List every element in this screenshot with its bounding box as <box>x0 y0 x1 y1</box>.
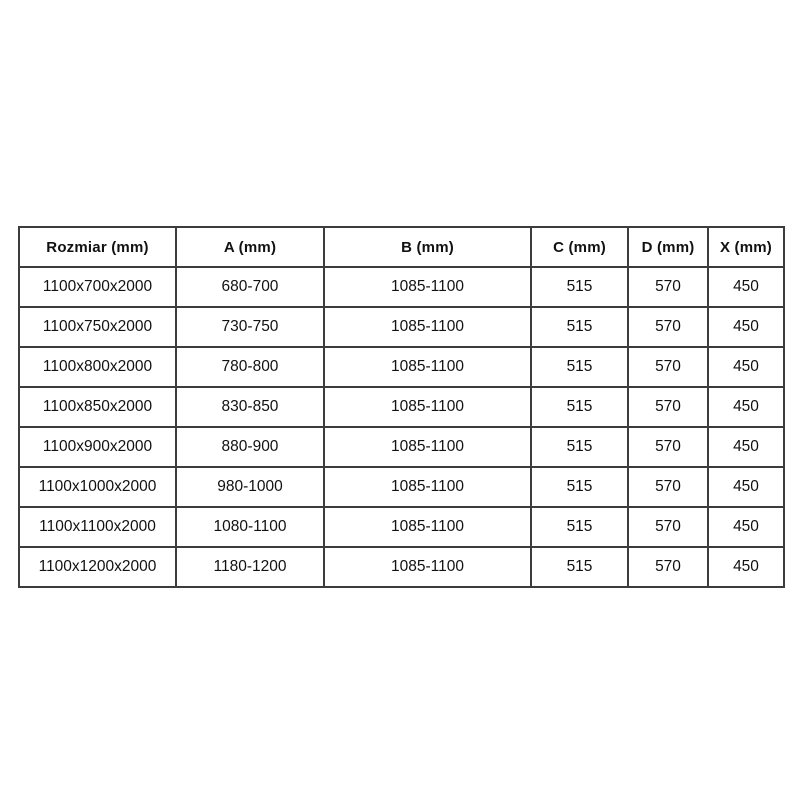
cell-a: 730-750 <box>175 306 325 348</box>
cell-rozmiar: 1100x750x2000 <box>18 306 177 348</box>
cell-b: 1085-1100 <box>323 546 532 588</box>
cell-c: 515 <box>530 306 629 348</box>
cell-x: 450 <box>707 306 785 348</box>
table-row: 1100x700x2000 680-700 1085-1100 515 570 … <box>18 266 785 308</box>
cell-b: 1085-1100 <box>323 346 532 388</box>
cell-d: 570 <box>627 266 709 308</box>
table-row: 1100x900x2000 880-900 1085-1100 515 570 … <box>18 426 785 468</box>
cell-x: 450 <box>707 426 785 468</box>
cell-rozmiar: 1100x1100x2000 <box>18 506 177 548</box>
table-row: 1100x800x2000 780-800 1085-1100 515 570 … <box>18 346 785 388</box>
cell-c: 515 <box>530 386 629 428</box>
cell-x: 450 <box>707 346 785 388</box>
cell-d: 570 <box>627 506 709 548</box>
cell-x: 450 <box>707 546 785 588</box>
cell-b: 1085-1100 <box>323 466 532 508</box>
table-row: 1100x1200x2000 1180-1200 1085-1100 515 5… <box>18 546 785 588</box>
table-header: Rozmiar (mm) A (mm) B (mm) C (mm) D (mm)… <box>18 226 785 268</box>
cell-c: 515 <box>530 466 629 508</box>
cell-c: 515 <box>530 426 629 468</box>
cell-c: 515 <box>530 546 629 588</box>
cell-x: 450 <box>707 266 785 308</box>
column-header-rozmiar: Rozmiar (mm) <box>18 226 177 268</box>
cell-a: 680-700 <box>175 266 325 308</box>
column-header-x: X (mm) <box>707 226 785 268</box>
column-header-d: D (mm) <box>627 226 709 268</box>
cell-rozmiar: 1100x900x2000 <box>18 426 177 468</box>
table-row: 1100x850x2000 830-850 1085-1100 515 570 … <box>18 386 785 428</box>
cell-b: 1085-1100 <box>323 266 532 308</box>
cell-rozmiar: 1100x850x2000 <box>18 386 177 428</box>
cell-c: 515 <box>530 346 629 388</box>
table-body: 1100x700x2000 680-700 1085-1100 515 570 … <box>18 266 785 588</box>
cell-c: 515 <box>530 506 629 548</box>
cell-c: 515 <box>530 266 629 308</box>
cell-d: 570 <box>627 306 709 348</box>
cell-d: 570 <box>627 386 709 428</box>
cell-rozmiar: 1100x1000x2000 <box>18 466 177 508</box>
cell-b: 1085-1100 <box>323 426 532 468</box>
cell-d: 570 <box>627 426 709 468</box>
cell-rozmiar: 1100x700x2000 <box>18 266 177 308</box>
cell-a: 830-850 <box>175 386 325 428</box>
cell-x: 450 <box>707 506 785 548</box>
cell-d: 570 <box>627 466 709 508</box>
dimensions-table-container: Rozmiar (mm) A (mm) B (mm) C (mm) D (mm)… <box>18 226 785 588</box>
cell-a: 1180-1200 <box>175 546 325 588</box>
cell-a: 1080-1100 <box>175 506 325 548</box>
cell-x: 450 <box>707 466 785 508</box>
cell-a: 880-900 <box>175 426 325 468</box>
cell-d: 570 <box>627 546 709 588</box>
column-header-b: B (mm) <box>323 226 532 268</box>
column-header-a: A (mm) <box>175 226 325 268</box>
table-row: 1100x1000x2000 980-1000 1085-1100 515 57… <box>18 466 785 508</box>
cell-b: 1085-1100 <box>323 306 532 348</box>
cell-b: 1085-1100 <box>323 506 532 548</box>
cell-x: 450 <box>707 386 785 428</box>
table-row: 1100x1100x2000 1080-1100 1085-1100 515 5… <box>18 506 785 548</box>
table-row: 1100x750x2000 730-750 1085-1100 515 570 … <box>18 306 785 348</box>
cell-rozmiar: 1100x1200x2000 <box>18 546 177 588</box>
cell-rozmiar: 1100x800x2000 <box>18 346 177 388</box>
product-dimensions-table: Rozmiar (mm) A (mm) B (mm) C (mm) D (mm)… <box>18 226 785 588</box>
cell-a: 780-800 <box>175 346 325 388</box>
cell-b: 1085-1100 <box>323 386 532 428</box>
table-header-row: Rozmiar (mm) A (mm) B (mm) C (mm) D (mm)… <box>18 226 785 268</box>
column-header-c: C (mm) <box>530 226 629 268</box>
cell-d: 570 <box>627 346 709 388</box>
cell-a: 980-1000 <box>175 466 325 508</box>
